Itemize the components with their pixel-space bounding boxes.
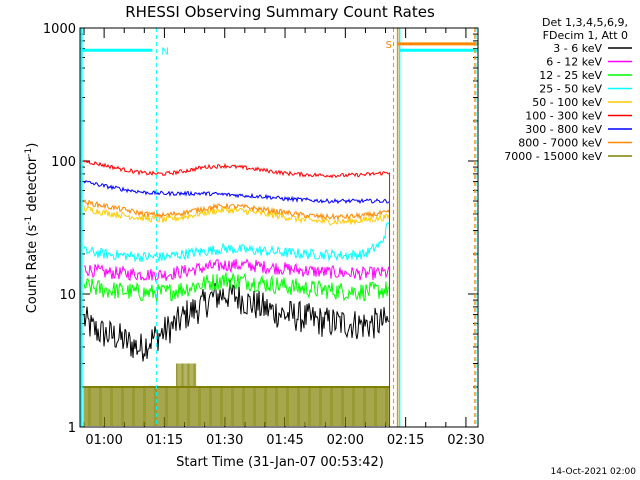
x-tick-label: 02:00 — [327, 433, 364, 448]
y-tick-label: 100 — [51, 155, 76, 170]
series-6-12keV — [84, 258, 390, 283]
series-band — [83, 387, 390, 426]
series-12-25keV — [83, 272, 390, 302]
legend-entry-label: 3 - 6 keV — [553, 42, 602, 55]
series-800-7000keV — [83, 198, 390, 221]
series-line — [83, 279, 390, 362]
legend-header-line-1: Det 1,3,4,5,6,9, — [542, 16, 628, 29]
x-tick-label: 02:30 — [447, 433, 484, 448]
legend-entry-label: 12 - 25 keV — [539, 69, 602, 82]
y-tick-label: 1 — [68, 421, 76, 436]
legend-entry-label: 100 - 300 keV — [525, 110, 602, 123]
plot-border — [79, 27, 479, 428]
legend-entry-label: 7000 - 15000 keV — [504, 150, 602, 163]
legend-header-line-2: FDecim 1, Att 0 — [543, 29, 628, 42]
annotation-s: S — [386, 40, 392, 51]
legend-entry-label: 6 - 12 keV — [546, 56, 602, 69]
series-7000-15000keV — [83, 363, 390, 426]
series-line — [83, 222, 390, 263]
series-line — [83, 159, 390, 179]
x-tick-label: 01:15 — [146, 433, 183, 448]
y-tick-label: 10 — [59, 288, 76, 303]
plot-area — [80, 28, 478, 427]
x-tick-label: 01:00 — [85, 433, 122, 448]
series-line — [83, 198, 390, 221]
attenuator-markers: NS — [80, 28, 478, 427]
series-100-300keV — [83, 159, 390, 179]
legend-entry-label: 800 - 7000 keV — [518, 137, 602, 150]
x-axis: 01:00 01:15 01:30 01:45 02:00 02:15 02:30 — [83, 28, 485, 448]
series-line — [83, 272, 390, 302]
plot-background — [80, 28, 478, 427]
x-tick-label: 02:15 — [387, 433, 424, 448]
series-spikes — [176, 363, 197, 387]
legend-entry-label: 25 - 50 keV — [539, 83, 602, 96]
x-tick-label: 01:30 — [206, 433, 243, 448]
chart-title: RHESSI Observing Summary Count Rates — [125, 3, 435, 21]
y-axis-label: Count Rate (s-1 detector-1) — [24, 143, 40, 314]
series-25-50keV — [83, 222, 390, 263]
series-300-800keV — [83, 179, 390, 205]
annotation-n: N — [161, 46, 168, 57]
legend-entry-label: 300 - 800 keV — [525, 123, 602, 136]
series-3-6keV — [83, 279, 390, 362]
y-tick-label: 1000 — [43, 22, 76, 37]
series-layer — [83, 159, 391, 427]
legend-entry-label: 50 - 100 keV — [532, 96, 602, 109]
generated-timestamp: 14-Oct-2021 02:00 — [551, 467, 637, 477]
series-line — [83, 179, 390, 205]
plot-frame — [79, 27, 479, 428]
legend: Det 1,3,4,5,6,9, FDecim 1, Att 0 3 - 6 k… — [504, 16, 632, 163]
x-tick-label: 01:45 — [266, 433, 303, 448]
x-axis-label: Start Time (31-Jan-07 00:53:42) — [176, 455, 384, 470]
series-line — [84, 258, 390, 283]
